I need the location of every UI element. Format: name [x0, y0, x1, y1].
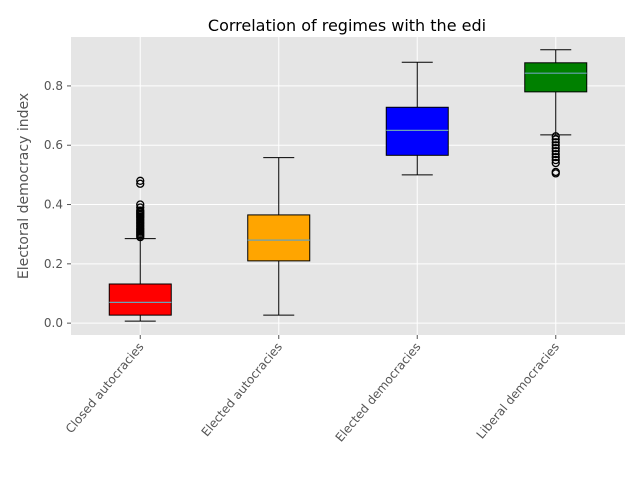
boxes — [108, 49, 588, 322]
chart-title: Correlation of regimes with the edi — [208, 16, 486, 35]
x-tick-label: Elected autocracies — [199, 340, 285, 439]
y-axis-ticks: 0.0 0.2 0.4 0.6 0.8 — [44, 79, 71, 330]
box-iqr — [247, 214, 311, 262]
outlier-point — [551, 147, 560, 156]
outlier-point — [551, 141, 560, 150]
box-iqr — [108, 283, 172, 316]
outlier-point — [551, 132, 560, 141]
outlier-point — [551, 167, 560, 177]
y-tick-label: 0.6 — [44, 138, 63, 152]
box-iqr — [385, 106, 449, 156]
y-tick-label: 0.2 — [44, 257, 63, 271]
outlier-point — [551, 135, 560, 144]
outlier-point — [136, 206, 145, 215]
outlier-point — [136, 179, 145, 188]
x-tick-label: Closed autocracies — [63, 340, 147, 436]
box-iqr — [524, 62, 588, 93]
box-closed-autocracies — [108, 176, 172, 322]
outlier-point — [551, 158, 560, 168]
y-tick-label: 0.8 — [44, 79, 63, 93]
y-tick-label: 0.4 — [44, 198, 63, 212]
outlier-point — [136, 200, 145, 209]
x-axis-ticks: Closed autocracies Elected autocracies Ele… — [63, 335, 562, 445]
box-elected-democracies — [385, 61, 449, 176]
outlier-point — [551, 155, 560, 165]
outlier-point — [551, 152, 560, 162]
box-elected-autocracies — [247, 157, 311, 316]
outlier-point — [136, 203, 145, 212]
outlier-point — [551, 138, 560, 147]
x-tick-label: Elected democracies — [333, 340, 424, 445]
box-liberal-democracies — [524, 49, 588, 178]
outlier-point — [136, 176, 145, 185]
outlier-point — [551, 149, 560, 159]
y-axis-label: Electoral democracy index — [16, 93, 32, 279]
y-tick-label: 0.0 — [44, 316, 63, 330]
outlier-point — [551, 144, 560, 153]
x-tick-label: Liberal democracies — [474, 340, 562, 442]
